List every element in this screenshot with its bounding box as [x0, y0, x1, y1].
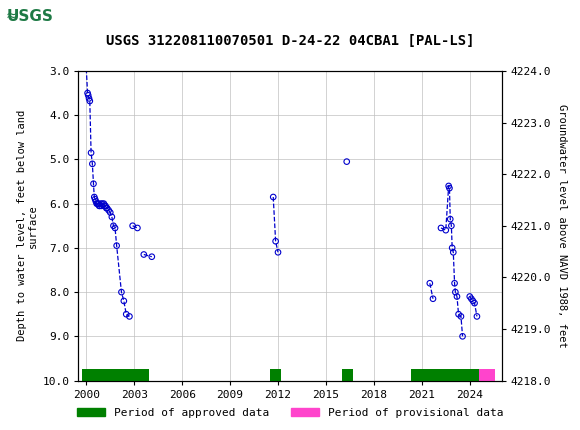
Point — [470, 300, 479, 307]
Point — [429, 295, 438, 302]
Point — [444, 182, 454, 189]
Y-axis label: Depth to water level, feet below land
surface: Depth to water level, feet below land su… — [16, 110, 38, 341]
Y-axis label: Groundwater level above NAVD 1988, feet: Groundwater level above NAVD 1988, feet — [557, 104, 567, 347]
Point — [110, 224, 119, 231]
Point — [448, 244, 457, 251]
Bar — [478, 369, 495, 381]
Point — [97, 200, 107, 207]
Point — [92, 200, 101, 207]
Point — [90, 194, 99, 200]
Point — [465, 293, 474, 300]
Point — [103, 205, 112, 212]
Text: ≈: ≈ — [6, 9, 17, 23]
Point — [101, 203, 110, 209]
Point — [99, 200, 108, 207]
Point — [83, 89, 92, 96]
Bar — [411, 369, 478, 381]
Legend: Period of approved data, Period of provisional data: Period of approved data, Period of provi… — [72, 403, 508, 422]
Point — [269, 194, 278, 200]
Point — [122, 311, 131, 318]
Point — [85, 98, 95, 104]
Point — [104, 207, 113, 214]
Point — [84, 92, 93, 99]
Point — [89, 180, 98, 187]
Point — [436, 224, 445, 231]
Point — [445, 185, 454, 192]
Point — [447, 222, 456, 229]
Point — [452, 293, 462, 300]
Point — [454, 311, 463, 318]
Text: USGS: USGS — [67, 9, 114, 24]
Point — [86, 149, 96, 156]
FancyBboxPatch shape — [3, 3, 55, 30]
Point — [468, 298, 477, 304]
Point — [95, 203, 104, 209]
Point — [117, 289, 126, 295]
Point — [450, 280, 459, 287]
Point — [119, 298, 129, 304]
Point — [458, 333, 467, 340]
Point — [90, 196, 100, 203]
Point — [91, 198, 100, 205]
Point — [472, 313, 481, 320]
Point — [93, 200, 103, 207]
Point — [100, 203, 109, 209]
Text: USGS 312208110070501 D-24-22 04CBA1 [PAL-LS]: USGS 312208110070501 D-24-22 04CBA1 [PAL… — [106, 34, 474, 49]
Text: USGS: USGS — [7, 9, 53, 24]
Point — [273, 249, 282, 256]
Point — [425, 280, 434, 287]
Point — [95, 203, 104, 209]
Point — [112, 242, 121, 249]
Point — [441, 227, 451, 233]
Point — [139, 251, 148, 258]
Point — [271, 238, 280, 245]
Point — [82, 65, 91, 72]
Point — [456, 313, 466, 320]
Bar — [270, 369, 281, 381]
Point — [88, 160, 97, 167]
Point — [147, 253, 157, 260]
Point — [342, 158, 351, 165]
Point — [467, 295, 476, 302]
Point — [106, 209, 115, 216]
Point — [451, 289, 460, 295]
Point — [107, 213, 117, 220]
Bar — [342, 369, 353, 381]
Point — [93, 200, 102, 207]
Point — [96, 200, 106, 207]
Point — [128, 222, 137, 229]
Bar — [82, 369, 148, 381]
Point — [445, 216, 455, 223]
Point — [84, 95, 93, 102]
Point — [109, 222, 118, 229]
Point — [125, 313, 134, 320]
Point — [102, 205, 111, 212]
Point — [97, 203, 106, 209]
Point — [133, 224, 142, 231]
Point — [449, 249, 458, 256]
